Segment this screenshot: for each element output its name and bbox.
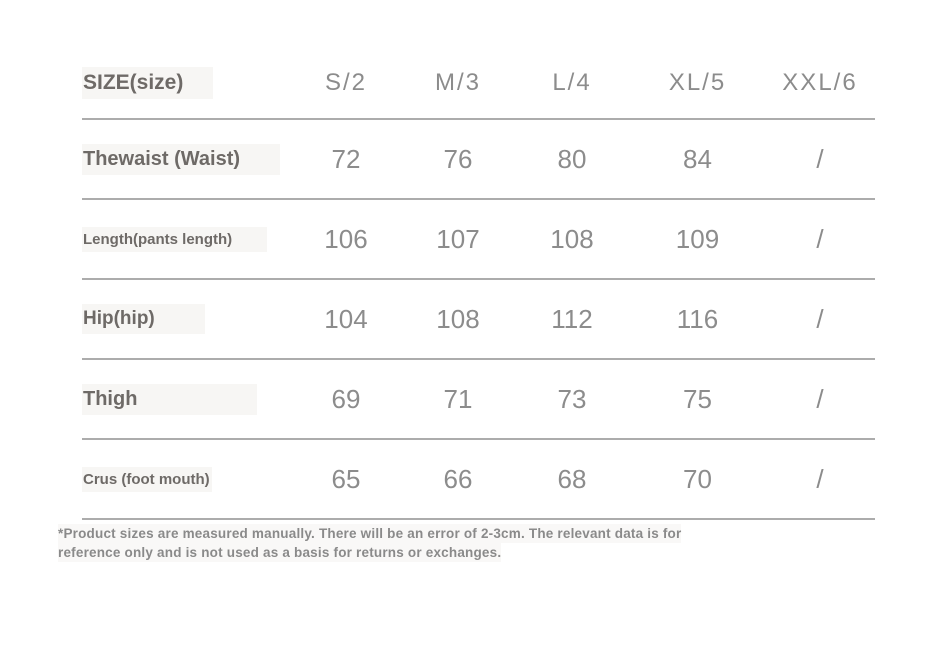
cell-hip-m3: 108: [436, 303, 480, 334]
column-header-xl5: XL/5: [668, 69, 727, 96]
cell-length-xl5: 109: [675, 223, 720, 254]
cell-waist-xxl6: /: [816, 143, 824, 174]
row-label-cell: Length(pants length): [82, 226, 290, 252]
cell-thigh-s2: 69: [331, 383, 361, 414]
cell-crus-s2: 65: [331, 463, 361, 494]
row-label-cell: Hip(hip): [82, 304, 290, 334]
cell-waist-l4: 80: [557, 143, 587, 174]
row-label-thigh: Thigh: [82, 383, 257, 415]
cell-crus-xxl6: /: [816, 463, 824, 494]
cell-thigh-xxl6: /: [816, 383, 824, 414]
cell-crus-m3: 66: [443, 463, 473, 494]
row-label-length: Length(pants length): [82, 226, 267, 252]
measurement-disclaimer-line2: reference only and is not used as a basi…: [58, 543, 502, 562]
column-header-xxl6: XXL/6: [782, 69, 858, 96]
column-header-s2: S/2: [324, 69, 368, 96]
row-label-cell: Thigh: [82, 383, 290, 415]
size-table: SIZE(size) S/2 M/3 L/4 XL/5 XXL/6 Thewai…: [82, 48, 875, 520]
size-table-title: SIZE(size): [82, 67, 213, 99]
row-label-cell: Thewaist (Waist): [82, 143, 290, 175]
measurement-disclaimer-line1: *Product sizes are measured manually. Th…: [58, 524, 682, 543]
cell-hip-l4: 112: [551, 303, 593, 334]
cell-length-l4: 108: [550, 223, 594, 254]
cell-waist-s2: 72: [331, 143, 361, 174]
cell-hip-xl5: 116: [676, 303, 719, 334]
table-row-waist: Thewaist (Waist) 72 76 80 84 /: [82, 120, 875, 200]
size-table-title-cell: SIZE(size): [82, 67, 290, 99]
cell-thigh-l4: 73: [557, 383, 587, 414]
size-table-header-row: SIZE(size) S/2 M/3 L/4 XL/5 XXL/6: [82, 48, 875, 120]
row-label-waist: Thewaist (Waist): [82, 143, 280, 175]
table-row-thigh: Thigh 69 71 73 75 /: [82, 360, 875, 440]
cell-waist-m3: 76: [443, 143, 473, 174]
row-label-cell: Crus (foot mouth): [82, 466, 290, 492]
cell-thigh-m3: 71: [443, 383, 473, 414]
column-header-m3: M/3: [434, 69, 481, 96]
column-header-l4: L/4: [552, 69, 592, 96]
cell-waist-xl5: 84: [683, 143, 712, 174]
table-row-hip: Hip(hip) 104 108 112 116 /: [82, 280, 875, 360]
cell-hip-s2: 104: [324, 303, 368, 334]
cell-hip-xxl6: /: [816, 303, 824, 334]
cell-crus-xl5: 70: [683, 463, 712, 494]
cell-length-m3: 107: [436, 223, 480, 254]
row-label-hip: Hip(hip): [82, 304, 205, 334]
cell-crus-l4: 68: [557, 463, 587, 494]
measurement-disclaimer: *Product sizes are measured manually. Th…: [58, 524, 738, 562]
cell-length-xxl6: /: [816, 223, 824, 254]
table-row-length: Length(pants length) 106 107 108 109 /: [82, 200, 875, 280]
table-row-crus: Crus (foot mouth) 65 66 68 70 /: [82, 440, 875, 520]
cell-length-s2: 106: [324, 223, 368, 254]
cell-thigh-xl5: 75: [683, 383, 712, 414]
row-label-crus: Crus (foot mouth): [82, 466, 212, 492]
